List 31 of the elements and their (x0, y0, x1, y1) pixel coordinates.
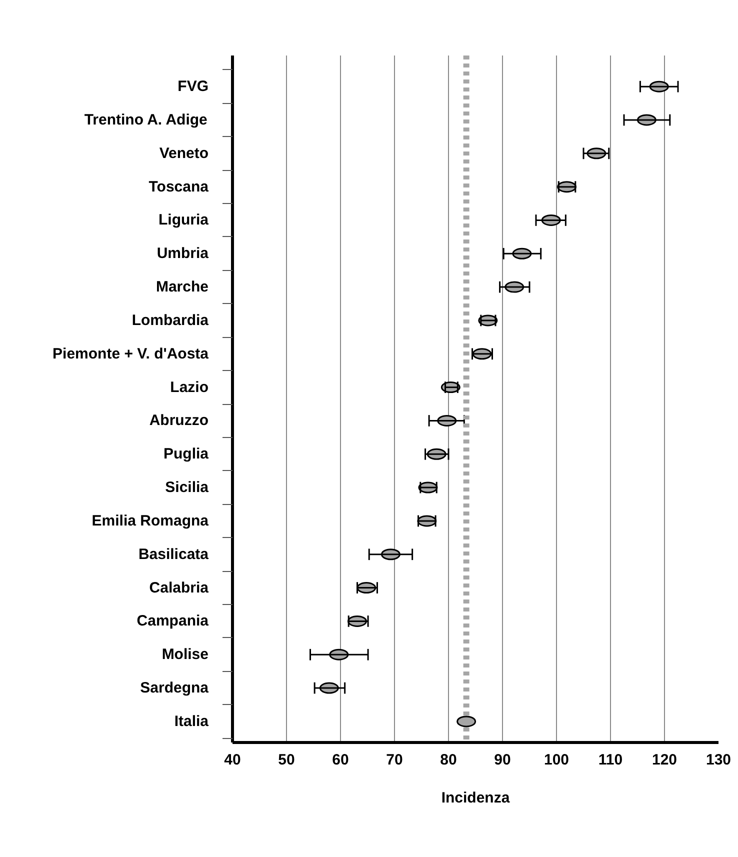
x-tick-label: 100 (544, 752, 570, 768)
x-tick-label: 70 (386, 752, 403, 768)
x-tick-label: 120 (652, 752, 678, 768)
y-tick-label: Abruzzo (149, 412, 209, 430)
x-tick-label: 110 (598, 752, 623, 768)
x-tick-label: 80 (440, 752, 457, 768)
y-tick-label: Italia (174, 712, 210, 730)
y-tick-label: FVG (178, 78, 209, 96)
x-axis-title: Incidenza (441, 790, 510, 806)
y-tick-label: Lombardia (132, 312, 210, 329)
y-tick-label: Campania (136, 612, 210, 630)
y-tick-label: Veneto (159, 144, 209, 162)
y-tick-label: Basilicata (138, 546, 210, 563)
y-tick-label: Toscana (148, 178, 210, 196)
x-tick-label: 60 (332, 752, 349, 768)
y-tick-label: Calabria (149, 579, 210, 596)
y-tick-label: Trentino A. Adige (84, 111, 208, 128)
y-tick-label: Sicilia (165, 479, 210, 496)
x-tick-label: 40 (224, 752, 241, 768)
y-tick-label: Sardegna (140, 680, 210, 697)
y-tick-label: Piemonte + V. d'Aosta (52, 345, 210, 362)
y-tick-label: Lazio (170, 378, 209, 396)
y-tick-label: Puglia (163, 446, 210, 463)
y-tick-label: Liguria (158, 212, 210, 229)
y-tick-label: Emilia Romagna (92, 512, 210, 530)
x-tick-label: 90 (494, 752, 511, 768)
y-tick-label: Umbria (156, 245, 210, 262)
x-tick-label: 50 (278, 752, 295, 768)
y-tick-label: Marche (156, 278, 209, 296)
y-tick-label: Molise (162, 646, 209, 664)
x-tick-label: 130 (706, 752, 732, 768)
